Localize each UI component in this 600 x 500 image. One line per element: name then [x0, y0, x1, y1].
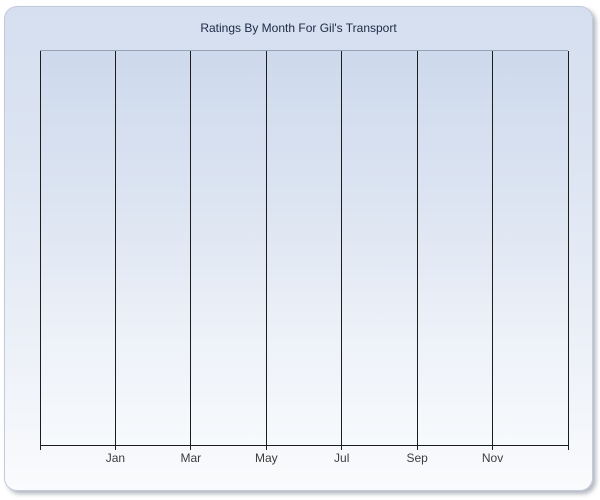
chart-title: Ratings By Month For Gil's Transport — [200, 21, 397, 35]
vertical-gridline — [39, 51, 41, 450]
x-axis-tick-label: Jul — [334, 451, 350, 465]
x-axis-tick-label: Jan — [105, 451, 126, 465]
vertical-gridline — [265, 51, 267, 450]
x-axis-tick-label: May — [254, 451, 278, 465]
vertical-gridline — [567, 51, 569, 450]
x-axis-tick-label: Sep — [406, 451, 428, 465]
vertical-gridline — [114, 51, 116, 450]
x-axis-tick-label: Nov — [481, 451, 504, 465]
vertical-gridline — [190, 51, 192, 450]
plot-area: Jan Mar May Jul Sep Nov — [39, 50, 569, 465]
vertical-gridline — [416, 51, 418, 450]
chart-panel: Ratings By Month For Gil's Transport Jan… — [4, 6, 593, 491]
vertical-gridline — [341, 51, 343, 450]
vertical-gridline — [492, 51, 494, 450]
x-axis-tick-label: Mar — [180, 451, 202, 465]
